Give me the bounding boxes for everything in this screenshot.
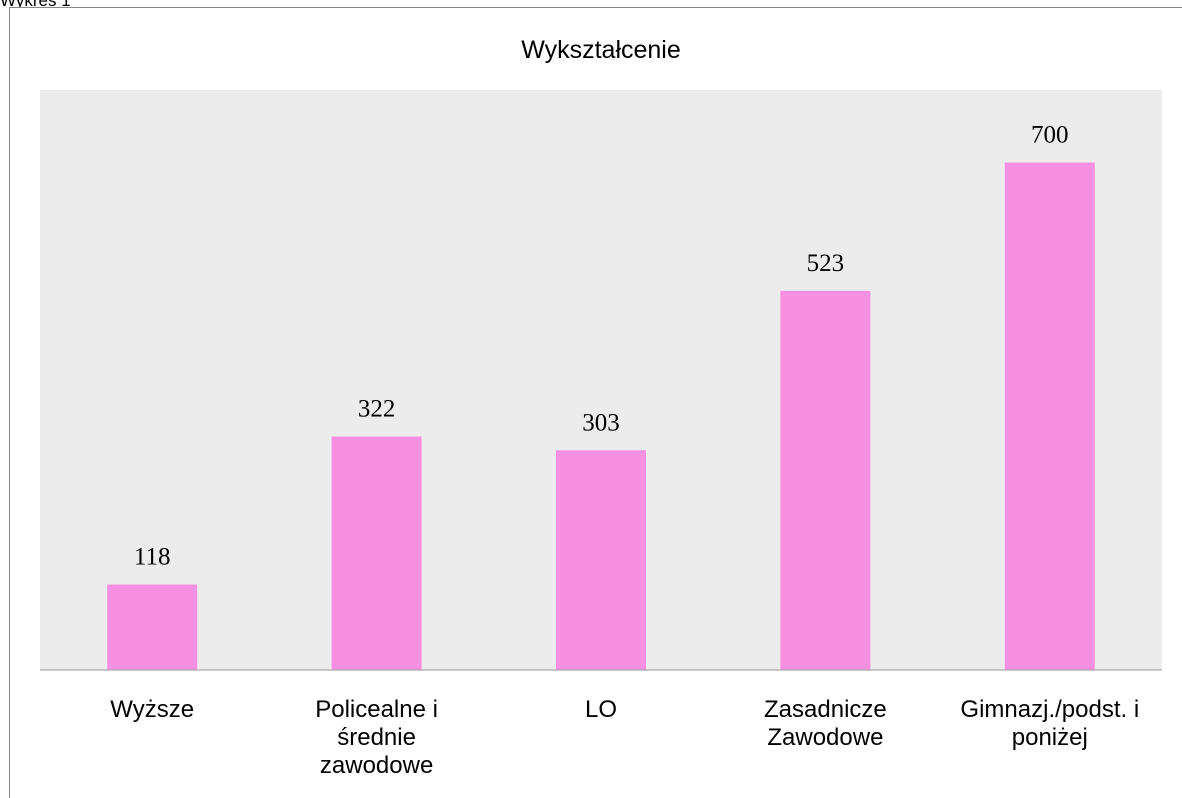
x-tick-label: Policealne i średnie zawodowe: [315, 696, 438, 779]
x-tick-label: LO: [584, 696, 617, 723]
bar: [1004, 162, 1095, 670]
data-label: 322: [358, 396, 396, 423]
data-label: 700: [1031, 122, 1069, 149]
caption: Wykres 1: [0, 0, 71, 10]
bar: [107, 584, 198, 670]
data-label: 118: [134, 543, 171, 570]
x-tick-label: Gimnazj./podst. i poniżej: [960, 696, 1140, 751]
bar: [556, 450, 646, 670]
bar: [331, 436, 422, 670]
bar: [780, 290, 871, 670]
chart-title: Wykształcenie: [521, 36, 681, 64]
x-tick-label: Wyższe: [110, 696, 195, 723]
data-label: 303: [582, 409, 620, 436]
data-label: 523: [807, 250, 845, 277]
x-tick-label: Zasadnicze Zawodowe: [764, 696, 887, 751]
